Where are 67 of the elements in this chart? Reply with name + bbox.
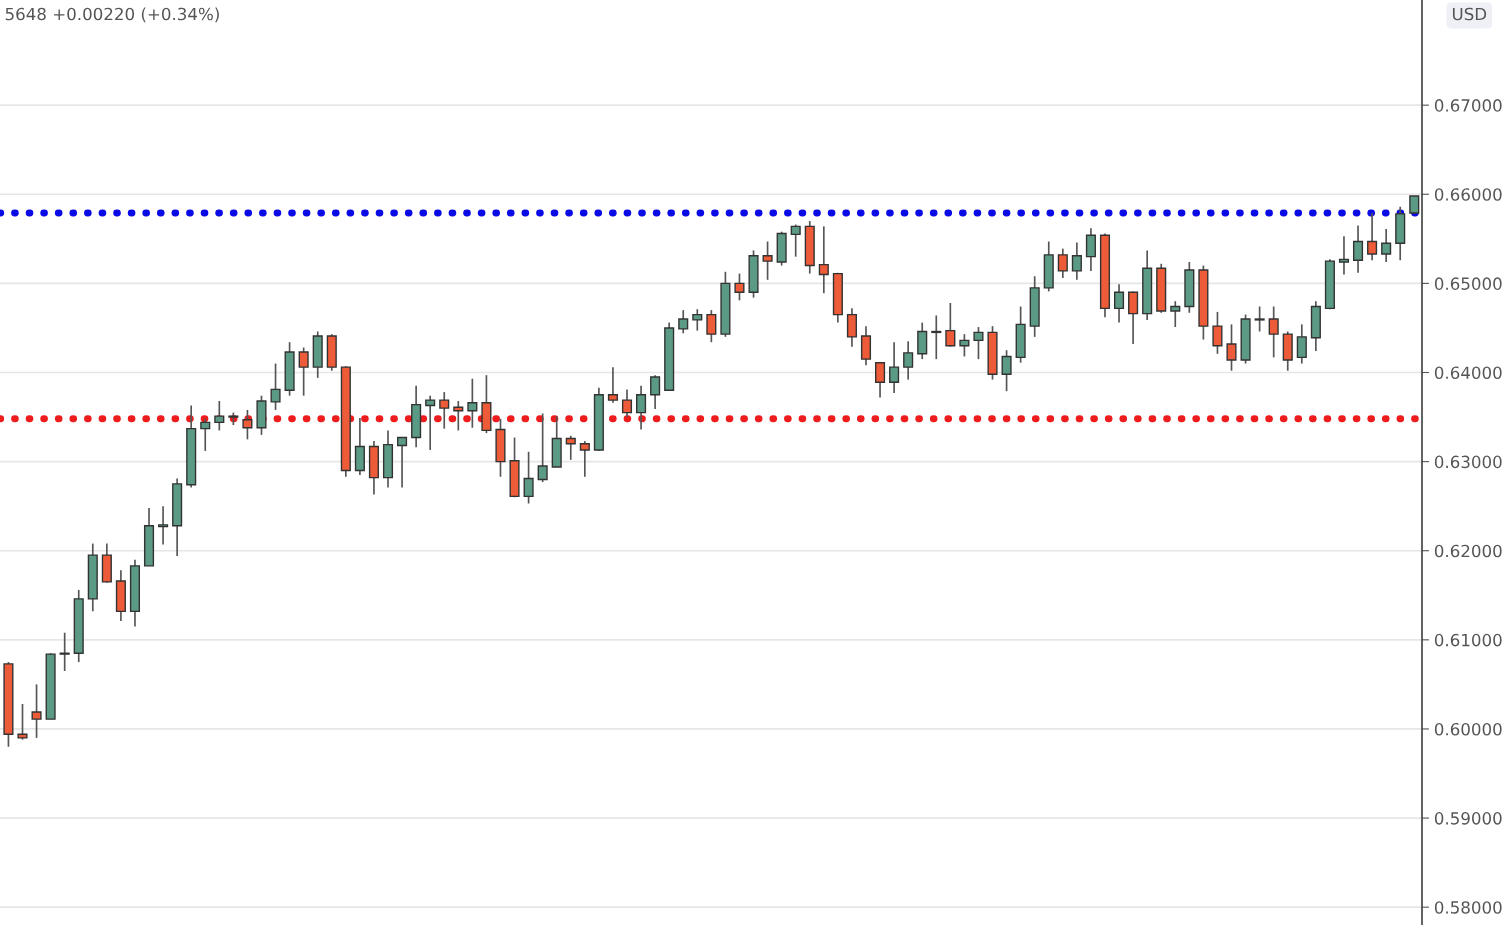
candlestick bbox=[242, 409, 253, 441]
candlestick bbox=[1352, 224, 1364, 274]
candlestick bbox=[959, 333, 970, 358]
candlestick bbox=[1367, 212, 1378, 262]
candlestick bbox=[846, 307, 857, 348]
candlestick bbox=[298, 346, 309, 397]
candlestick bbox=[762, 240, 773, 281]
candlestick bbox=[565, 434, 576, 461]
y-tick-label: 0.67000 bbox=[1434, 99, 1502, 112]
candlestick bbox=[1071, 241, 1082, 281]
candlestick bbox=[1254, 305, 1265, 333]
y-tick-label: 0.58000 bbox=[1434, 901, 1502, 914]
candlestick bbox=[467, 377, 478, 429]
candlestick bbox=[270, 362, 281, 411]
candlestick bbox=[734, 272, 745, 302]
candlestick bbox=[214, 400, 225, 432]
candlestick bbox=[425, 394, 436, 451]
candlestick bbox=[790, 223, 801, 258]
candlestick bbox=[818, 225, 829, 295]
candlestick bbox=[621, 388, 633, 418]
candlestick bbox=[397, 436, 408, 489]
y-tick-label: 0.65000 bbox=[1434, 277, 1502, 290]
y-tick-label: 0.60000 bbox=[1434, 722, 1502, 736]
candlestick bbox=[200, 417, 211, 452]
candlestick bbox=[1212, 311, 1223, 355]
candlestick bbox=[439, 391, 450, 430]
candlestick bbox=[973, 326, 984, 360]
annotation: 5648 +0.00220 (+0.34%) bbox=[5, 7, 219, 23]
candlestick bbox=[1001, 349, 1012, 393]
candlestick bbox=[903, 340, 914, 381]
y-tick-label: 0.61000 bbox=[1434, 633, 1502, 647]
candlestick bbox=[874, 361, 886, 399]
candlestick bbox=[17, 703, 28, 741]
y-tick-label: 0.64000 bbox=[1434, 366, 1502, 380]
candlestick bbox=[158, 505, 169, 546]
y-tick-label: 0.62000 bbox=[1434, 544, 1502, 558]
candlestick bbox=[706, 309, 717, 344]
candlestick bbox=[931, 314, 942, 360]
candlestick bbox=[1085, 227, 1096, 272]
candlestick bbox=[692, 308, 703, 332]
y-tick-label: 0.66000 bbox=[1434, 188, 1502, 201]
candlestick bbox=[860, 325, 872, 367]
candlestick bbox=[1268, 305, 1279, 359]
candlestick bbox=[537, 412, 548, 483]
candlestick bbox=[59, 631, 70, 672]
candlestick bbox=[889, 341, 900, 394]
candlestick bbox=[1057, 247, 1068, 279]
candlestick bbox=[678, 309, 689, 335]
candlestick bbox=[1296, 323, 1307, 365]
candlestick bbox=[1113, 283, 1125, 324]
candlestick bbox=[579, 440, 590, 478]
y-tick-label: 0.59000 bbox=[1434, 812, 1502, 825]
candlestick bbox=[31, 683, 42, 739]
text: USD bbox=[1452, 7, 1487, 21]
candlestick bbox=[607, 366, 618, 404]
candlestick bbox=[523, 450, 534, 505]
y-tick-label: 0.63000 bbox=[1434, 455, 1502, 469]
candlestick bbox=[1226, 323, 1237, 372]
candlestick bbox=[1381, 228, 1392, 263]
candlestick bbox=[1128, 290, 1139, 345]
candlestick bbox=[636, 385, 647, 431]
candlestick bbox=[917, 321, 928, 360]
candlestick bbox=[945, 302, 956, 348]
candlestick bbox=[650, 374, 661, 410]
candlestick bbox=[1170, 300, 1181, 328]
candlestick bbox=[453, 400, 464, 432]
candlestick bbox=[1338, 235, 1350, 276]
